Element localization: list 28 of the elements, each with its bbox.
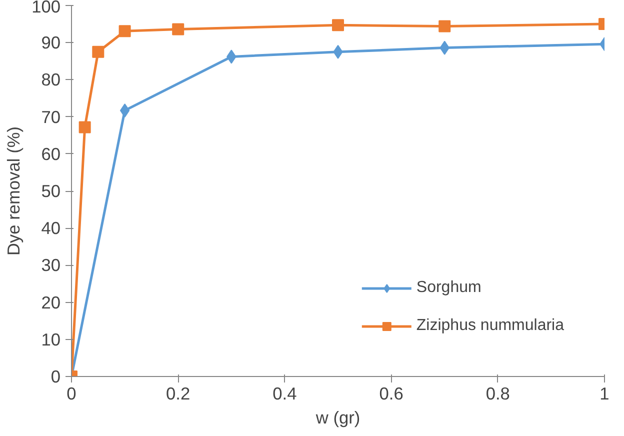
y-tick-label: 100 xyxy=(32,0,61,16)
point xyxy=(172,23,184,36)
y-tick-label: 60 xyxy=(41,144,61,164)
x-axis-title: w (gr) xyxy=(314,408,360,428)
legend-label: Ziziphus nummularia xyxy=(416,317,564,335)
y-axis-title: Dye removal (%) xyxy=(4,126,24,256)
y-tick-label: 70 xyxy=(41,106,61,127)
x-tick-label: 1 xyxy=(600,384,610,404)
point xyxy=(438,20,451,32)
y-tick-label: 30 xyxy=(41,255,61,276)
y-tick-label: 80 xyxy=(41,70,61,90)
point xyxy=(118,25,131,38)
x-tick-label: 0.4 xyxy=(272,384,298,404)
x-tick-label: 0.6 xyxy=(379,384,404,404)
y-tick-label: 40 xyxy=(41,218,61,238)
y-tick-label: 0 xyxy=(50,366,61,386)
y-tick-label: 10 xyxy=(41,329,61,350)
point xyxy=(120,103,130,118)
x-tick-label: 0.8 xyxy=(486,384,510,404)
y-tick-label: 50 xyxy=(41,181,61,201)
x-tick-label: 0.2 xyxy=(166,384,190,404)
legend-label: Sorghum xyxy=(416,279,482,297)
point xyxy=(92,46,104,58)
y-tick-label: 20 xyxy=(41,292,61,312)
y-tick-label: 90 xyxy=(41,32,61,53)
point xyxy=(78,121,91,134)
x-tick-label: 0 xyxy=(66,384,76,404)
point xyxy=(332,19,344,32)
